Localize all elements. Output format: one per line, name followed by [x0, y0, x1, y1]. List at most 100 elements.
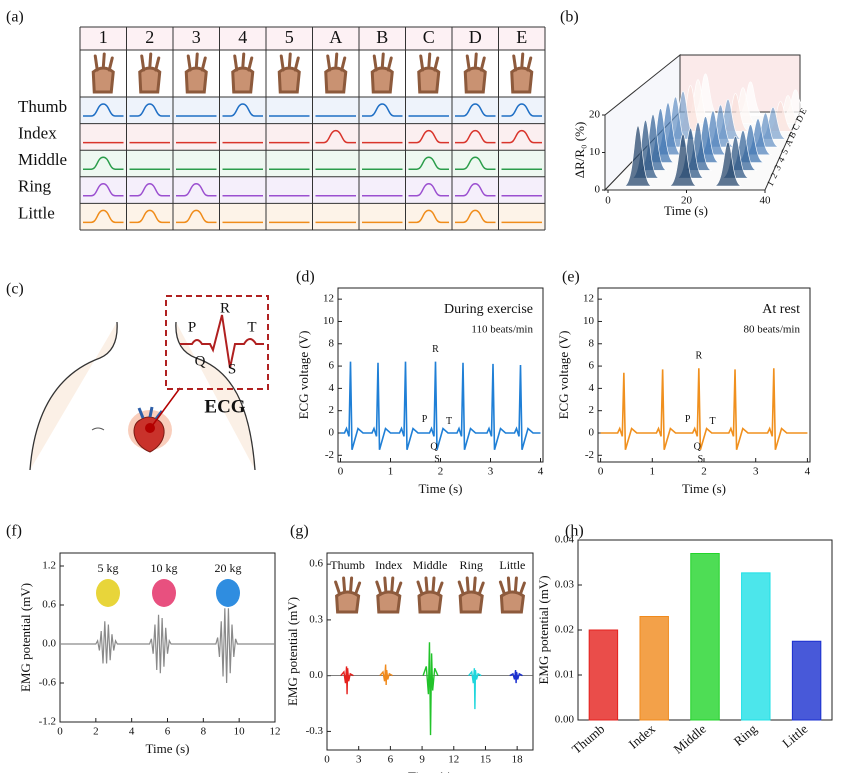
depth-label: E	[797, 106, 809, 116]
y-tick-label: 0.6	[309, 558, 323, 570]
legend-label: Thumb	[330, 558, 365, 572]
wave-label: S	[434, 454, 440, 465]
annotation: At rest	[762, 302, 800, 317]
y-tick-label: -0.6	[39, 677, 57, 689]
depth-label: D	[794, 113, 806, 124]
hand-icon	[463, 52, 487, 94]
y-tick-label: 0.3	[309, 613, 323, 625]
load-label: 5 kg	[98, 561, 119, 575]
y-axis-label: ECG voltage (V)	[296, 331, 311, 420]
finger-signal	[129, 209, 170, 224]
y-tick-label: -2	[325, 449, 334, 461]
y-tick-label: 0.6	[42, 599, 56, 611]
hand-icon	[510, 52, 534, 94]
hand-icon	[370, 52, 394, 94]
x-axis-label: Time (s)	[419, 481, 463, 496]
waterfall-trace	[713, 141, 743, 187]
depth-label: 2	[768, 171, 779, 180]
egg	[96, 579, 120, 607]
wave-label: Q	[694, 442, 702, 453]
hand-icon	[324, 52, 348, 94]
y-axis-label: ECG voltage (V)	[556, 331, 571, 420]
finger-signal	[408, 129, 449, 144]
x-tick-label: Index	[626, 721, 659, 752]
depth-label: 4	[776, 155, 787, 164]
x-tick-label: 12	[270, 726, 281, 738]
finger-signal	[222, 103, 263, 117]
hand-icon	[498, 576, 526, 614]
depth-label: 3	[772, 163, 783, 172]
bar	[741, 572, 771, 721]
x-tick-label: 10	[234, 726, 246, 738]
callout-line	[151, 387, 181, 427]
row-label: Middle	[18, 150, 67, 169]
x-tick-label: 0	[598, 466, 604, 478]
ecg-illustration	[29, 295, 269, 471]
y-tick-label: 0.00	[555, 714, 575, 726]
panel-label: (b)	[560, 9, 579, 26]
panel-label: (h)	[565, 523, 584, 540]
x-tick-label: 0	[57, 726, 63, 738]
wave-label: S	[698, 454, 704, 465]
panel-label: (f)	[6, 523, 22, 540]
bar	[639, 616, 669, 721]
x-tick-label: 9	[419, 754, 425, 766]
x-tick-label: 40	[760, 195, 772, 207]
hand-icon	[334, 576, 362, 614]
x-tick-label: 3	[356, 754, 362, 766]
annotation: During exercise	[444, 302, 533, 317]
finger-signal	[83, 103, 124, 117]
finger-signal	[176, 209, 217, 224]
y-tick-label: -2	[585, 449, 594, 461]
column-label: 1	[99, 27, 108, 47]
column-label: 3	[192, 27, 201, 47]
row-label: Little	[18, 203, 55, 222]
y-tick-label: 0	[329, 427, 335, 439]
hand-icon	[457, 576, 485, 614]
y-tick-label: -1.2	[39, 716, 56, 728]
column-label: A	[329, 27, 342, 47]
column-label: C	[423, 27, 435, 47]
finger-signal	[501, 129, 542, 144]
x-tick-label: 4	[805, 466, 811, 478]
waterfall-trace	[623, 125, 653, 187]
row-label: Thumb	[18, 97, 67, 116]
wave-label: S	[228, 361, 236, 377]
egg	[152, 579, 176, 607]
annotation: 80 beats/min	[743, 324, 800, 336]
y-tick-label: 12	[583, 293, 594, 305]
x-tick-label: Middle	[670, 721, 709, 757]
panel-label: (d)	[296, 269, 315, 286]
finger-signal	[455, 183, 496, 197]
x-tick-label: Little	[779, 721, 810, 751]
wave-label: R	[432, 344, 439, 355]
finger-signal	[83, 209, 124, 224]
x-tick-label: 0	[324, 754, 330, 766]
load-label: 20 kg	[215, 561, 242, 575]
x-tick-label: 3	[488, 466, 494, 478]
x-axis-label: Time (s)	[146, 741, 190, 756]
x-tick-label: 6	[388, 754, 394, 766]
x-tick-label: 1	[650, 466, 656, 478]
x-tick-label: 2	[701, 466, 707, 478]
wave-label: P	[188, 319, 196, 335]
x-tick-label: 12	[448, 754, 459, 766]
bar	[588, 629, 619, 721]
finger-signal	[176, 183, 217, 197]
y-axis-label: EMG potential (mV)	[18, 583, 33, 692]
x-axis-label: Time (s)	[682, 481, 726, 496]
wave-label: T	[710, 416, 716, 427]
y-tick-label: 8	[589, 337, 595, 349]
nipple	[91, 427, 105, 431]
panel-label: (e)	[562, 269, 580, 286]
y-axis-label: EMG potential (mV)	[285, 597, 300, 706]
finger-signal	[83, 156, 124, 170]
y-tick-label: 10	[323, 315, 335, 327]
x-tick-label: 0	[605, 195, 611, 207]
hand-icon	[231, 52, 255, 94]
finger-signal	[129, 183, 170, 197]
emg-line	[60, 608, 275, 684]
depth-label: C	[790, 122, 802, 132]
hand-icon	[184, 52, 208, 94]
